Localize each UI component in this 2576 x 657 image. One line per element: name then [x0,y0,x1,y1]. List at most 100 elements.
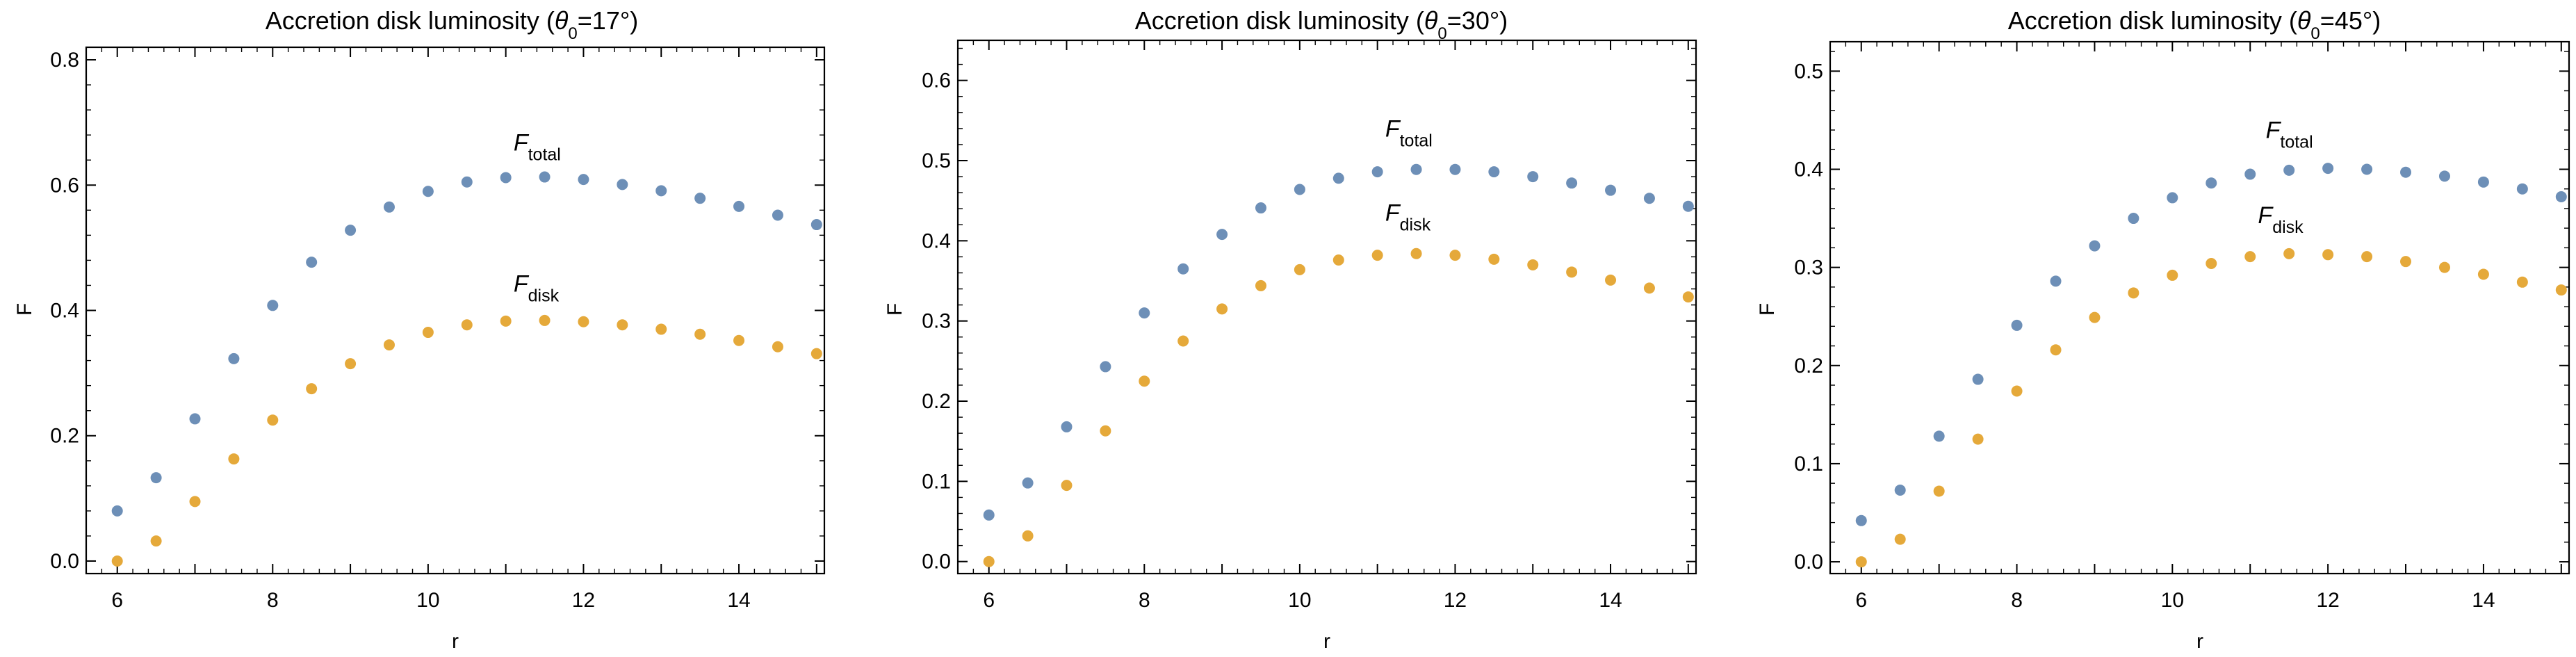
point-disk [2400,256,2412,268]
point-total [578,174,589,186]
point-disk [983,555,995,567]
y-tick-label: 0.2 [1794,355,1823,378]
axis-ticks [957,40,1696,574]
point-total [267,300,279,311]
x-axis-label: r [1323,630,1330,653]
point-disk [1682,291,1694,303]
x-tick-label: 6 [111,589,123,612]
x-tick-label: 6 [1855,589,1867,612]
point-disk [267,414,279,426]
x-tick-label: 8 [2011,589,2023,612]
point-disk [1294,263,1305,275]
point-total [383,201,395,213]
series-annotations: Ftotal Fdisk [1385,115,1433,234]
y-tick-label: 0.0 [922,551,951,574]
point-total [1488,166,1500,178]
series-annotations: Ftotal Fdisk [2258,117,2313,237]
point-disk [1332,254,1344,266]
annotation-f-disk: Fdisk [2258,202,2304,237]
point-total [733,200,745,212]
point-disk [2555,284,2567,296]
point-disk [810,348,822,359]
point-total [2322,163,2334,175]
point-disk [694,328,706,340]
point-disk [1022,530,1034,542]
point-total [2206,177,2217,189]
point-disk [1933,485,1945,497]
y-tick-label: 0.4 [922,229,951,252]
annotation-f-total: Ftotal [1385,115,1433,150]
point-disk [2011,385,2023,397]
x-tick-label: 10 [2161,589,2184,612]
y-tick-label: 0.6 [922,70,951,92]
point-total [2438,170,2450,182]
point-total [2477,176,2489,188]
point-disk [1139,375,1150,387]
chart-title: Accretion disk luminosity (θ0=30°) [1135,6,1508,43]
point-disk [2206,257,2217,269]
point-total [655,185,667,197]
point-disk [539,314,551,326]
point-total [2011,319,2023,331]
y-tick-label: 0.5 [922,149,951,172]
point-disk [1177,335,1189,347]
x-tick-label: 6 [983,589,995,612]
point-disk [422,327,434,339]
point-disk [655,323,667,335]
tick-labels: 6 8 10 12 14 0.0 0.2 0.4 0.6 0.8 [50,49,750,612]
point-total [1332,172,1344,184]
point-disk [1449,250,1461,261]
point-total [2167,192,2178,204]
point-total [189,413,201,425]
point-total [1255,202,1266,214]
x-tick-label: 12 [572,589,595,612]
point-disk [2361,251,2373,263]
x-tick-label: 10 [416,589,439,612]
axis-ticks [1829,42,2569,574]
x-axis-label: r [452,630,459,653]
point-disk [1488,253,1500,265]
point-total [1216,229,1228,241]
tick-labels: 6 8 10 12 14 0.0 0.1 0.2 0.3 0.4 0.5 0.6 [922,70,1622,612]
y-tick-label: 0.1 [1794,453,1823,476]
data-points [111,171,822,567]
point-total [111,505,123,517]
chart-title: Accretion disk luminosity (θ0=17°) [266,6,638,43]
point-total [1972,373,1984,385]
point-total [1855,514,1867,526]
annotation-f-disk: Fdisk [1385,200,1431,235]
x-tick-label: 14 [727,589,750,612]
point-total [1371,166,1383,178]
point-disk [461,319,473,331]
point-disk [1972,433,1984,445]
chart-title: Accretion disk luminosity (θ0=45°) [2008,6,2381,43]
y-tick-label: 0.2 [50,425,79,448]
point-total [228,352,240,364]
y-axis-label: F [883,303,906,316]
chart-panel-theta-17: Accretion disk luminosity (θ0=17°) r F 6… [13,6,826,653]
chart-panel-theta-30: Accretion disk luminosity (θ0=30°) r F 6… [883,6,1697,653]
point-total [1643,193,1655,204]
point-disk [150,535,162,547]
point-disk [306,383,318,395]
point-disk [500,315,512,327]
point-disk [1605,274,1617,286]
point-total [983,509,995,521]
chart-panel-theta-45: Accretion disk luminosity (θ0=45°) r F 6… [1756,6,2570,653]
point-disk [1527,259,1539,270]
point-disk [189,496,201,508]
point-disk [2167,269,2178,281]
y-tick-label: 0.1 [922,470,951,493]
point-disk [2438,261,2450,273]
point-disk [2516,276,2528,288]
y-tick-label: 0.0 [50,550,79,573]
point-disk [2128,287,2139,299]
x-tick-label: 14 [1599,589,1622,612]
point-disk [1371,250,1383,261]
y-tick-label: 0.4 [50,300,79,323]
data-points [983,163,1694,567]
x-tick-label: 14 [2472,589,2495,612]
point-total [1933,430,1945,442]
